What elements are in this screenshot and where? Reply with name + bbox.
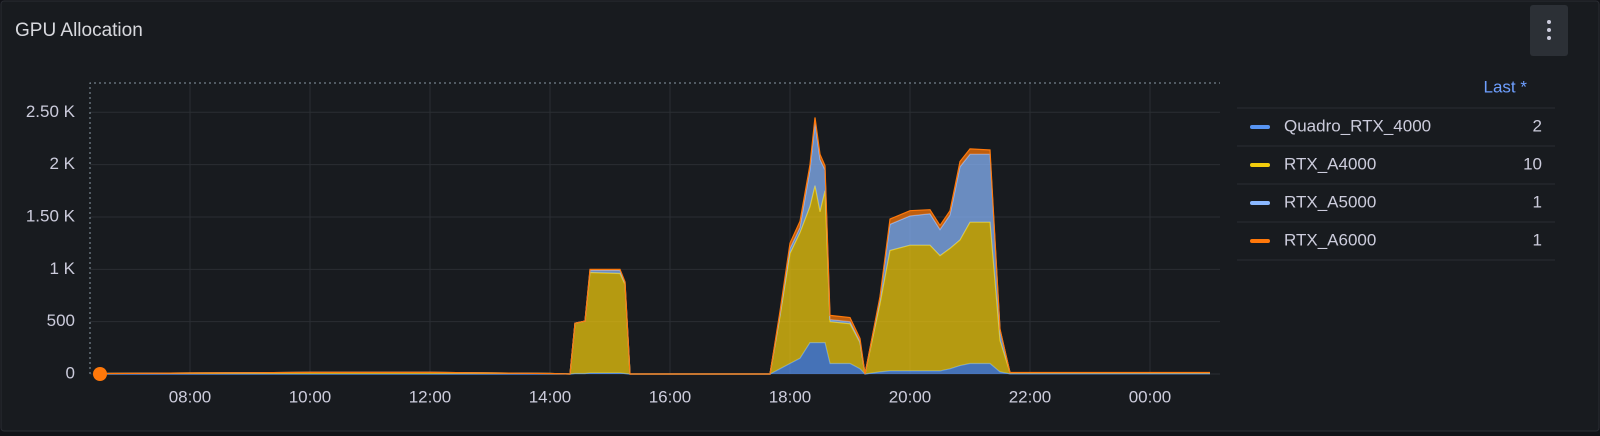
x-tick-label: 18:00 [769,387,812,406]
hover-point [93,367,107,381]
series-area [100,185,1210,374]
legend-value: 1 [1533,192,1542,211]
x-tick-label: 08:00 [169,387,212,406]
x-tick-label: 16:00 [649,387,692,406]
y-tick-label: 2 K [49,154,75,173]
series-line [99,117,1210,375]
legend-swatch [1250,125,1270,129]
y-tick-label: 1.50 K [26,206,76,225]
x-tick-label: 14:00 [529,387,572,406]
y-tick-label: 1 K [49,259,75,278]
legend-value: 1 [1533,230,1542,249]
panel-title: GPU Allocation [15,20,143,41]
x-tick-label: 20:00 [889,387,932,406]
legend-swatch [1250,239,1270,243]
legend-item[interactable]: RTX_A5000 1 [1250,192,1542,211]
x-tick-label: 10:00 [289,387,332,406]
legend-item[interactable]: RTX_A6000 1 [1250,230,1542,249]
x-tick-label: 12:00 [409,387,452,406]
y-tick-label: 2.50 K [26,102,76,121]
legend-swatch [1250,163,1270,167]
legend-item[interactable]: RTX_A4000 10 [1250,154,1542,173]
x-tick-label: 22:00 [1009,387,1052,406]
legend-label: RTX_A5000 [1284,192,1376,211]
y-tick-label: 0 [66,363,75,382]
crosshair [89,82,1220,374]
y-tick-label: 500 [47,311,75,330]
legend-label: RTX_A4000 [1284,154,1376,173]
menu-dot [1547,28,1551,32]
legend-label: Quadro_RTX_4000 [1284,116,1431,135]
legend-swatch [1250,201,1270,205]
legend-value: 10 [1523,154,1542,173]
legend-label: RTX_A6000 [1284,230,1376,249]
legend-item[interactable]: Quadro_RTX_4000 2 [1250,116,1542,135]
x-tick-label: 00:00 [1129,387,1172,406]
legend-value: 2 [1533,116,1542,135]
menu-dot [1547,20,1551,24]
menu-button[interactable] [1530,5,1568,56]
menu-dot [1547,36,1551,40]
legend-header[interactable]: Last * [1484,77,1528,96]
